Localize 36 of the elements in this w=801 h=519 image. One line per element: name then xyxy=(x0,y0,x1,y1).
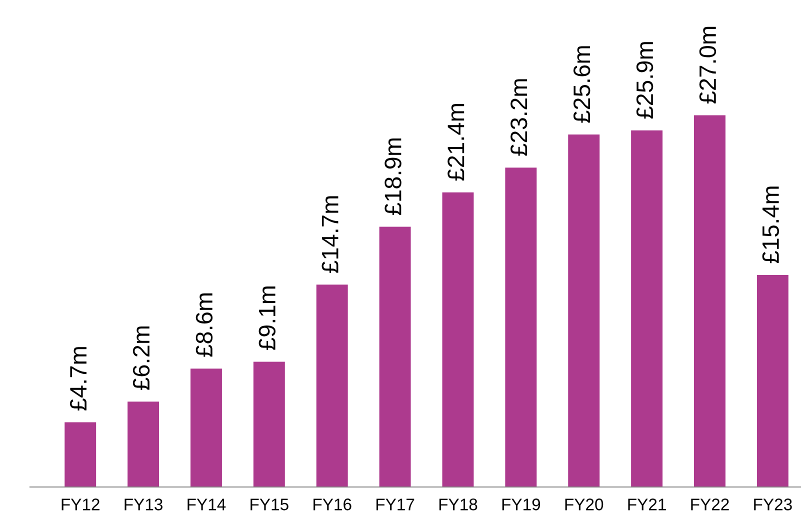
data-label: £8.6m xyxy=(196,293,213,357)
x-tick-label: FY14 xyxy=(188,498,226,510)
x-tick-label: FY15 xyxy=(250,498,288,510)
data-label: £9.1m xyxy=(258,286,276,350)
x-tick-label: FY13 xyxy=(124,498,162,510)
data-label: £25.6m xyxy=(573,46,590,123)
bar xyxy=(128,402,160,487)
bar xyxy=(253,362,285,487)
data-label: £14.7m xyxy=(322,196,338,273)
x-tick-label: FY18 xyxy=(439,498,478,510)
bar xyxy=(505,168,537,487)
bar xyxy=(190,368,222,487)
x-tick-label: FY23 xyxy=(754,498,792,510)
x-tick-label: FY16 xyxy=(314,498,352,510)
data-label: £21.4m xyxy=(448,104,464,181)
data-label: £15.4m xyxy=(762,186,780,264)
bar xyxy=(756,274,788,487)
x-tick-label: FY17 xyxy=(376,498,414,510)
bar xyxy=(442,192,474,487)
x-tick-label: FY21 xyxy=(628,498,666,510)
bar xyxy=(694,115,726,487)
data-label: £25.9m xyxy=(636,42,654,119)
data-label: £27.0m xyxy=(699,26,716,104)
data-label: £6.2m xyxy=(132,326,150,390)
bar xyxy=(379,226,411,487)
bar xyxy=(568,134,600,487)
x-tick-label: FY12 xyxy=(62,498,100,510)
x-tick-label: FY19 xyxy=(502,498,540,510)
bar xyxy=(631,130,663,487)
bar xyxy=(316,284,348,487)
x-tick-label: FY20 xyxy=(565,498,604,510)
data-label: £4.7m xyxy=(70,347,86,411)
data-label: £23.2m xyxy=(510,79,528,156)
bar xyxy=(64,422,96,487)
x-tick-label: FY22 xyxy=(691,498,729,510)
data-label: £18.9m xyxy=(384,138,402,215)
